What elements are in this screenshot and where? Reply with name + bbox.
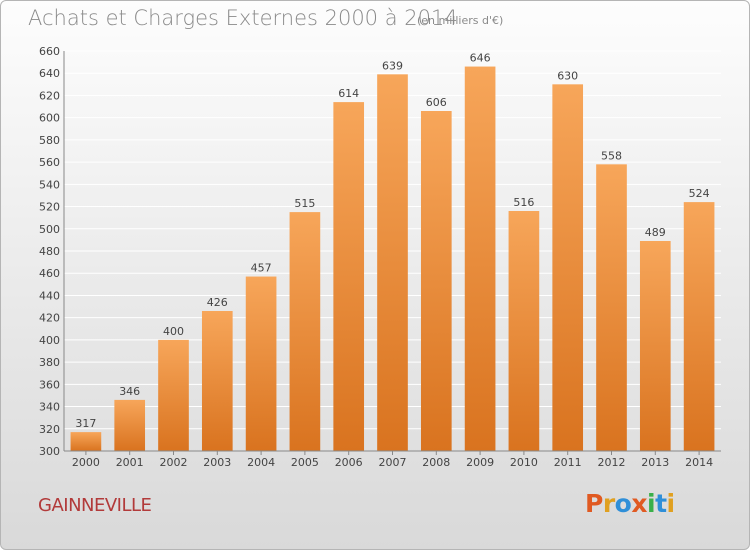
y-tick-label: 380 [39, 356, 60, 369]
bar [70, 432, 102, 451]
x-tick-label: 2006 [335, 456, 363, 469]
bar [158, 339, 189, 451]
bar [596, 164, 627, 452]
bar [201, 311, 233, 451]
data-label: 606 [426, 96, 447, 109]
data-label: 346 [119, 385, 140, 398]
y-tick-label: 360 [39, 378, 60, 391]
x-tick-label: 2008 [422, 456, 450, 469]
bar [683, 202, 715, 451]
data-label: 457 [251, 262, 272, 275]
bar [289, 212, 321, 451]
x-tick-label: 2013 [641, 456, 669, 469]
x-tick-label: 2001 [116, 456, 144, 469]
logo-letter: i [666, 489, 676, 518]
data-label: 515 [294, 197, 315, 210]
data-label: 646 [470, 52, 491, 65]
bar [333, 102, 365, 451]
y-tick-label: 400 [39, 334, 60, 347]
logo-letter: x [631, 489, 647, 518]
data-label: 524 [689, 187, 710, 200]
logo-letter: t [655, 489, 667, 518]
x-tick-label: 2014 [685, 456, 713, 469]
data-label: 516 [513, 196, 534, 209]
bar [639, 241, 671, 451]
y-tick-label: 540 [39, 178, 60, 191]
data-label: 400 [163, 325, 184, 338]
x-tick-label: 2002 [160, 456, 188, 469]
y-tick-label: 600 [39, 112, 60, 125]
commune-name: GAINNEVILLE [38, 495, 152, 516]
data-label: 630 [557, 69, 578, 82]
x-tick-label: 2012 [598, 456, 626, 469]
data-label: 558 [601, 149, 622, 162]
logo-letter: o [614, 489, 632, 518]
bar [552, 84, 584, 451]
y-tick-label: 500 [39, 223, 60, 236]
y-tick-label: 620 [39, 89, 60, 102]
proxiti-logo: Proxiti [585, 489, 675, 518]
data-label: 426 [207, 296, 228, 309]
bar [508, 211, 540, 451]
y-tick-label: 440 [39, 289, 60, 302]
x-tick-label: 2011 [554, 456, 582, 469]
logo-letter: P [585, 489, 603, 518]
x-tick-label: 2000 [72, 456, 100, 469]
y-tick-label: 480 [39, 245, 60, 258]
y-tick-label: 460 [39, 267, 60, 280]
logo-letter: i [647, 489, 656, 518]
x-tick-label: 2009 [466, 456, 494, 469]
x-tick-label: 2007 [379, 456, 407, 469]
logo-letter: r [602, 489, 615, 518]
x-tick-label: 2005 [291, 456, 319, 469]
y-tick-label: 560 [39, 156, 60, 169]
y-tick-label: 420 [39, 312, 60, 325]
data-label: 614 [338, 87, 359, 100]
y-tick-label: 520 [39, 201, 60, 214]
y-tick-label: 580 [39, 134, 60, 147]
y-tick-label: 300 [39, 445, 60, 458]
y-tick-label: 640 [39, 67, 60, 80]
bar [114, 399, 146, 451]
x-tick-label: 2003 [203, 456, 231, 469]
bar [420, 111, 452, 451]
chart-title: Achats et Charges Externes 2000 à 2014 [28, 6, 458, 30]
y-tick-label: 320 [39, 423, 60, 436]
data-label: 489 [645, 226, 666, 239]
data-label: 317 [75, 417, 96, 430]
y-tick-label: 340 [39, 401, 60, 414]
x-tick-label: 2010 [510, 456, 538, 469]
chart-subtitle: (en milliers d'€) [417, 14, 504, 27]
data-label: 639 [382, 59, 403, 72]
bar [377, 74, 408, 451]
bar [464, 66, 496, 452]
x-tick-label: 2004 [247, 456, 275, 469]
bar [245, 276, 277, 451]
y-tick-label: 660 [39, 45, 60, 58]
